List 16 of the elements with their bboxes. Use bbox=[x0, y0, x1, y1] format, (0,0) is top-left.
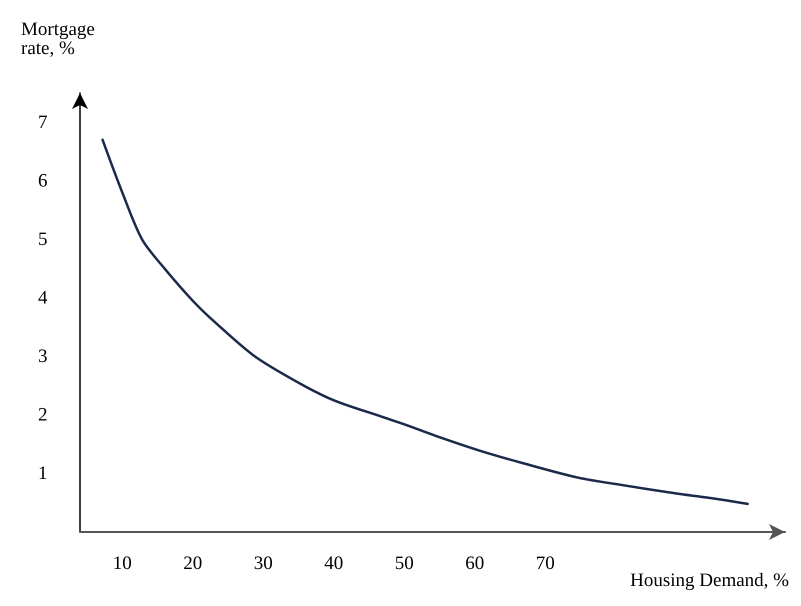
x-tick-label: 10 bbox=[112, 553, 132, 574]
y-tick-label: 1 bbox=[38, 462, 48, 484]
y-tick-label: 2 bbox=[38, 404, 48, 426]
y-tick-label: 3 bbox=[38, 346, 48, 367]
y-axis-title: Mortgage rate, % bbox=[21, 19, 100, 59]
y-tick-label: 4 bbox=[38, 287, 48, 308]
y-tick-label: 7 bbox=[38, 112, 48, 133]
x-axis-title: Housing Demand, % bbox=[630, 570, 790, 591]
x-tick-label: 70 bbox=[536, 553, 555, 574]
y-tick-label: 6 bbox=[38, 170, 48, 192]
x-tick-label: 20 bbox=[183, 553, 202, 574]
x-tick-label: 40 bbox=[324, 553, 344, 574]
x-tick-label: 50 bbox=[394, 553, 414, 574]
x-tick-label: 60 bbox=[465, 553, 484, 574]
y-tick-label: 5 bbox=[38, 228, 48, 250]
x-tick-label: 30 bbox=[254, 553, 273, 574]
